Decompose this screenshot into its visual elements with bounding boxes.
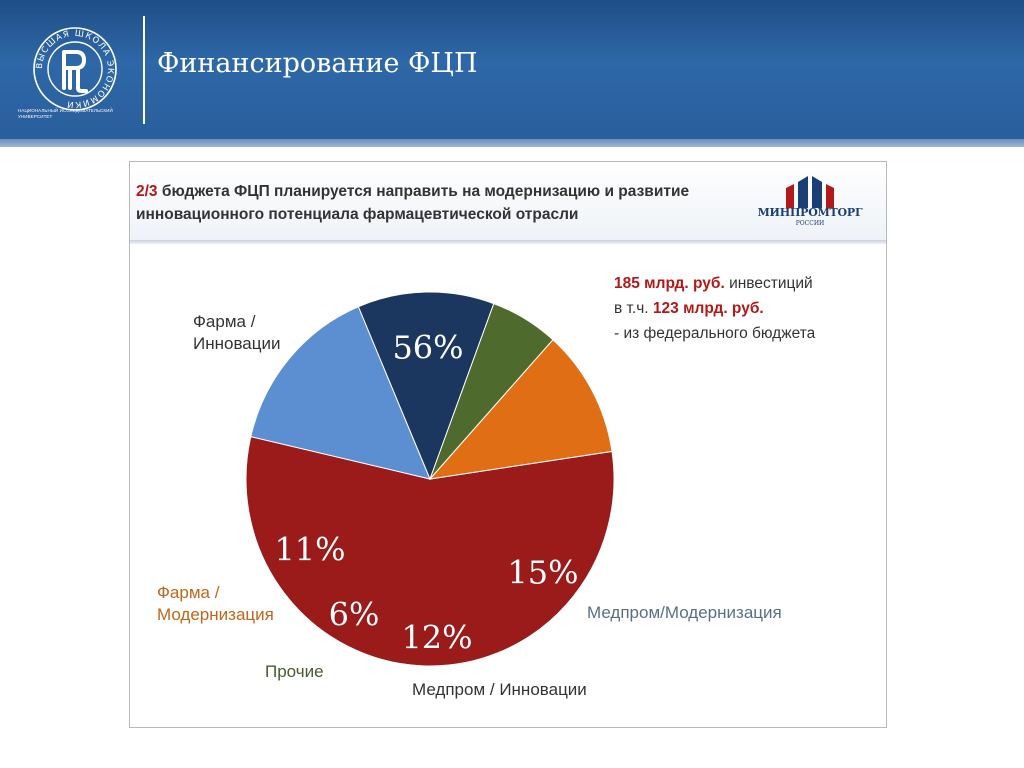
slice-label-line: Медпром / Инновации [412,680,587,699]
slice-category-label: Прочие [265,662,324,681]
slice-label-line: Фарма / [157,583,220,602]
header-divider [143,16,145,124]
headline-text: бюджета ФЦП планируется направить на мод… [136,183,690,223]
slice-category-label: Фарма / Модернизация [157,583,274,624]
logo-caption: НАЦИОНАЛЬНЫЙ ИССЛЕДОВАТЕЛЬСКИЙ УНИВЕРСИТ… [18,108,113,119]
slice-category-label: Фарма / Инновации [193,312,280,353]
slice-label-line: Медпром/Модернизация [587,603,782,622]
slice-label-line: Прочие [265,662,324,681]
panel-headline: 2/3 бюджета ФЦП планируется направить на… [136,180,756,226]
note-line-3: - из федерального бюджета [614,325,816,342]
slice-value-label: 15% [507,554,578,592]
slice-label-line: Фарма / [193,312,256,331]
panel-heading: 2/3 бюджета ФЦП планируется направить на… [130,162,886,240]
pie-slice-1 [245,435,615,667]
slice-category-label: Медпром/Модернизация [587,603,782,622]
slice-label-line: Модернизация [157,605,274,624]
ministry-logo [786,176,834,208]
slice-value-label: 11% [274,531,345,569]
slice-value-label: 12% [401,619,472,657]
slice-category-label: Медпром / Инновации [412,680,587,699]
slice-label-line: Инновации [193,334,280,353]
header-stripe [0,139,1024,147]
investment-note: 185 млрд. руб. инвестиций в т.ч. 123 млр… [614,271,815,346]
slice-value-label: 56% [392,329,463,367]
pie-slice-5 [428,339,613,480]
university-logo: ВЫСШАЯ ШКОЛА ЭКОНОМИКИ [33,27,117,111]
pie-slice-2 [250,306,431,480]
note-line-1: 185 млрд. руб. инвестиций [614,275,813,292]
pie-slice-3 [357,291,495,481]
slide-header: ВЫСШАЯ ШКОЛА ЭКОНОМИКИ НАЦИОНАЛЬНЫЙ ИССЛ… [0,0,1024,139]
page-title: Финансирование ФЦП [157,48,478,79]
ministry-name: МИНПРОМТОРГ [757,206,863,219]
note-line-2: в т.ч. 123 млрд. руб. [614,300,764,317]
logo-glyph [62,50,88,93]
slice-value-label: 6% [329,596,380,634]
ministry-sub: РОССИИ [795,220,825,227]
panel-heading-rule [130,240,886,244]
headline-accent: 2/3 [136,183,158,200]
